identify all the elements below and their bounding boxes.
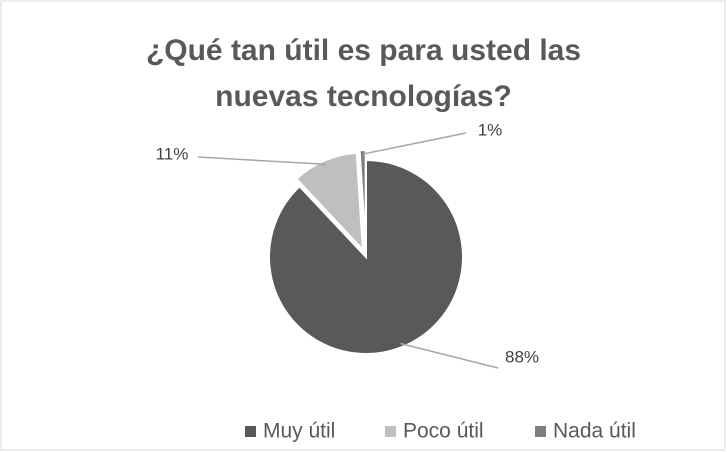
legend-label: Poco útil [403, 420, 484, 443]
data-label: 1% [478, 120, 503, 139]
leader-line [362, 132, 467, 155]
chart-title: ¿Qué tan útil es para usted las nuevas t… [145, 34, 582, 113]
leader-line [197, 156, 326, 166]
legend-label: Muy útil [263, 420, 335, 443]
legend-label: Nada útil [553, 420, 636, 443]
data-label: 11% [156, 144, 189, 163]
pie-slice [295, 151, 364, 253]
legend-swatch [245, 426, 256, 437]
pie-slice [358, 149, 367, 248]
legend-swatch [535, 426, 546, 437]
leader-line [400, 342, 499, 369]
legend-swatch [385, 426, 396, 437]
pie-slice [268, 158, 464, 355]
data-label: 88% [505, 347, 539, 366]
